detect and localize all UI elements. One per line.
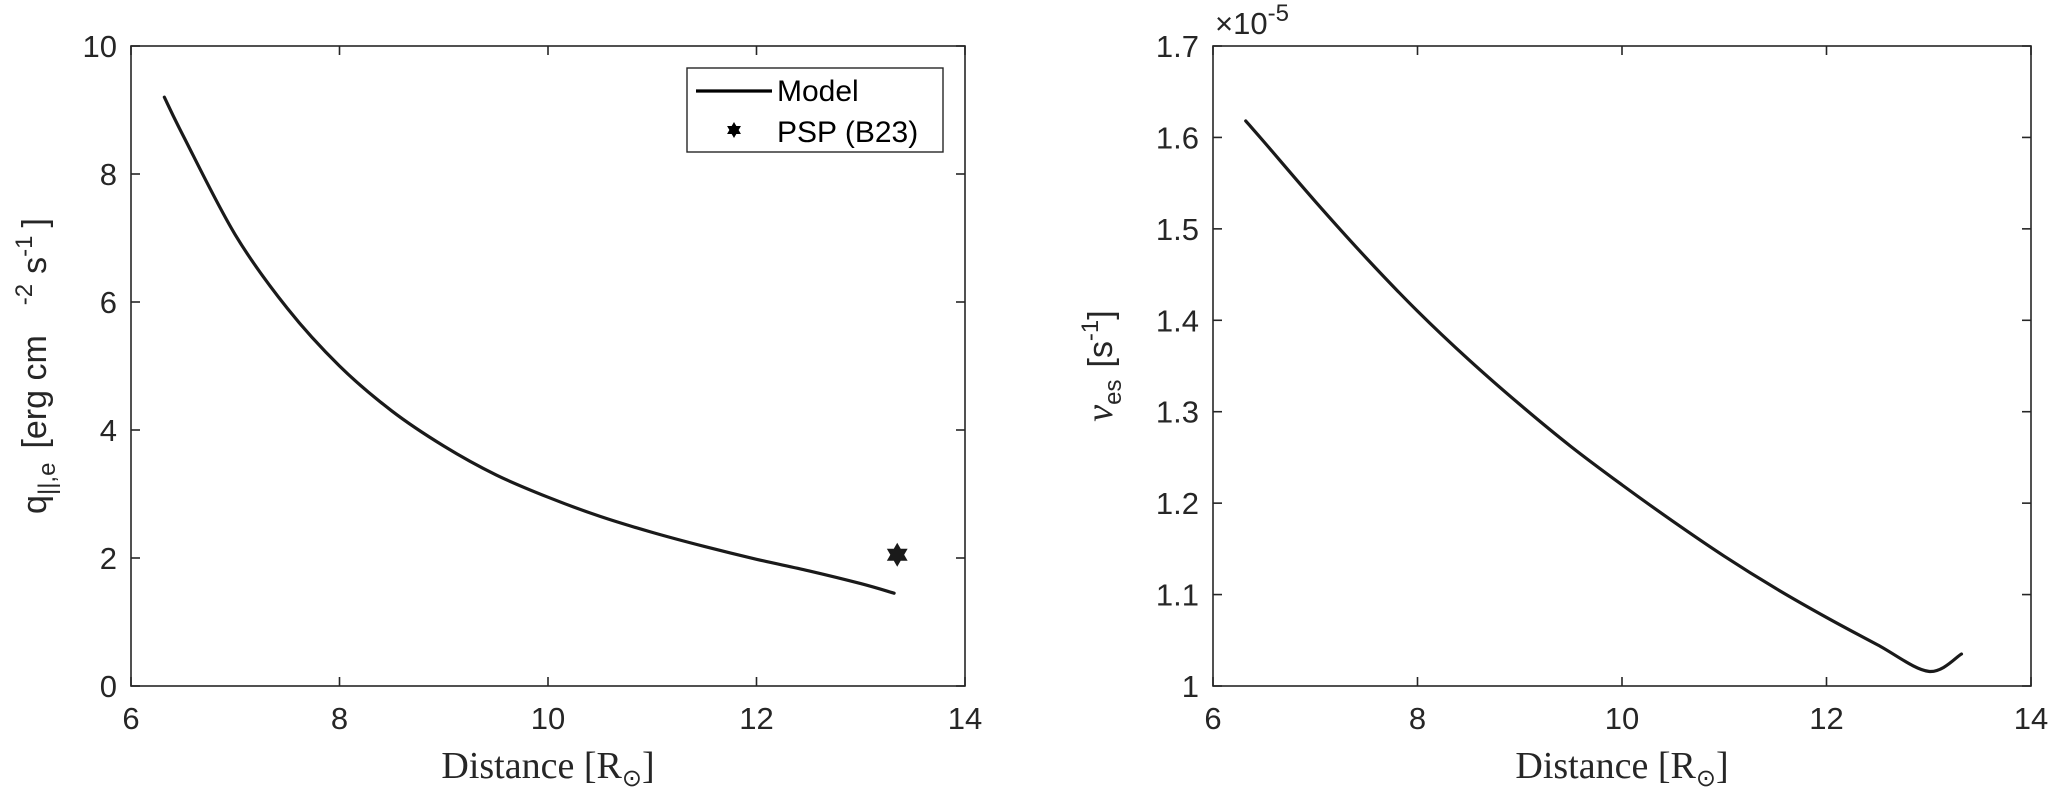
y-label-right-nu: ν — [1079, 405, 1121, 422]
x-tick-label: 12 — [739, 701, 773, 736]
psp-points — [886, 542, 908, 567]
y-tick-label: 1.5 — [1156, 212, 1199, 247]
x-tick-label: 8 — [1409, 701, 1426, 736]
x-tick-label: 8 — [331, 701, 348, 736]
x-label-right-close: ] — [1716, 745, 1729, 787]
x-tick-label: 14 — [948, 701, 982, 736]
x-tick-label: 10 — [1605, 701, 1639, 736]
y-tick-label: 0 — [100, 669, 117, 704]
left-tick-labels: 6 8 10 12 14 0 2 4 6 8 10 — [83, 29, 983, 736]
y-axis-label-right: νes [s-1] — [1077, 310, 1127, 421]
y-tick-label: 8 — [100, 157, 117, 192]
x-tick-label: 6 — [1204, 701, 1221, 736]
y-tick-label: 1.1 — [1156, 578, 1199, 613]
y-tick-label: 6 — [100, 285, 117, 320]
y-label-left-sub: ||,e — [34, 463, 61, 495]
x-axis-label-right: Distance [R⊙] — [1515, 745, 1728, 790]
legend-label-model: Model — [777, 75, 859, 108]
chart-collision-frequency: 6 8 10 12 14 1 1.1 1.2 1.3 1.4 1.5 1.6 1.7 ×10-5 Dis… — [1077, 0, 2048, 790]
x-tick-label: 6 — [122, 701, 139, 736]
x-label-left-sub: ⊙ — [622, 766, 642, 790]
y-multiplier-base: ×10 — [1215, 6, 1268, 41]
y-tick-label: 1.2 — [1156, 486, 1199, 521]
x-tick-label: 10 — [531, 701, 565, 736]
axes-box-right — [1212, 45, 2032, 687]
y-tick-label: 1.4 — [1156, 303, 1199, 338]
model-line-collision-frequency — [1244, 119, 1964, 673]
y-label-right-unit: [s — [1082, 341, 1120, 367]
right-ticks — [1212, 45, 2032, 687]
y-multiplier-exp: -5 — [1268, 0, 1289, 27]
legend: Model PSP (B23) — [686, 67, 944, 153]
y-axis-label-left: q||,e [erg cm -2 s-1] — [11, 218, 61, 514]
x-label-left-main: Distance [R — [441, 745, 622, 787]
y-tick-label: 1.3 — [1156, 395, 1199, 430]
y-tick-label: 1.7 — [1156, 29, 1199, 64]
model-line-heat-flux — [162, 95, 896, 595]
y-multiplier: ×10-5 — [1215, 0, 1289, 41]
legend-psp-marker — [727, 122, 741, 138]
chart-heat-flux: 6 8 10 12 14 0 2 4 6 8 10 Model PSP (B23) Distance… — [11, 29, 982, 790]
x-label-right-sub: ⊙ — [1696, 766, 1716, 790]
right-tick-labels: 6 8 10 12 14 1 1.1 1.2 1.3 1.4 1.5 1.6 1.7 — [1156, 29, 2048, 736]
x-axis-label-left: Distance [R⊙] — [441, 745, 654, 790]
y-tick-label: 4 — [100, 413, 117, 448]
y-label-right-close: ] — [1082, 310, 1120, 319]
y-tick-label: 1.6 — [1156, 120, 1199, 155]
legend-box — [686, 67, 944, 153]
y-label-left-sup-a: -2 — [11, 284, 38, 305]
x-tick-label: 14 — [2014, 701, 2048, 736]
y-label-left-q: q — [16, 495, 54, 514]
x-tick-label: 12 — [1809, 701, 1843, 736]
legend-label-psp: PSP (B23) — [777, 116, 918, 149]
y-label-left-unit-b: s — [16, 257, 54, 274]
y-tick-label: 2 — [100, 541, 117, 576]
y-label-left-unit-a: [erg cm — [16, 335, 54, 448]
y-tick-label: 10 — [83, 29, 117, 64]
x-label-right-main: Distance [R — [1515, 745, 1696, 787]
y-label-right-sup: -1 — [1077, 320, 1104, 341]
y-label-left-close: ] — [16, 218, 54, 227]
y-label-right-sub: es — [1100, 380, 1127, 405]
left-ticks — [130, 45, 966, 687]
x-label-left-close: ] — [642, 745, 655, 787]
y-tick-label: 1 — [1182, 669, 1199, 704]
y-label-left-sup-b: -1 — [11, 236, 38, 257]
psp-marker — [886, 542, 908, 567]
